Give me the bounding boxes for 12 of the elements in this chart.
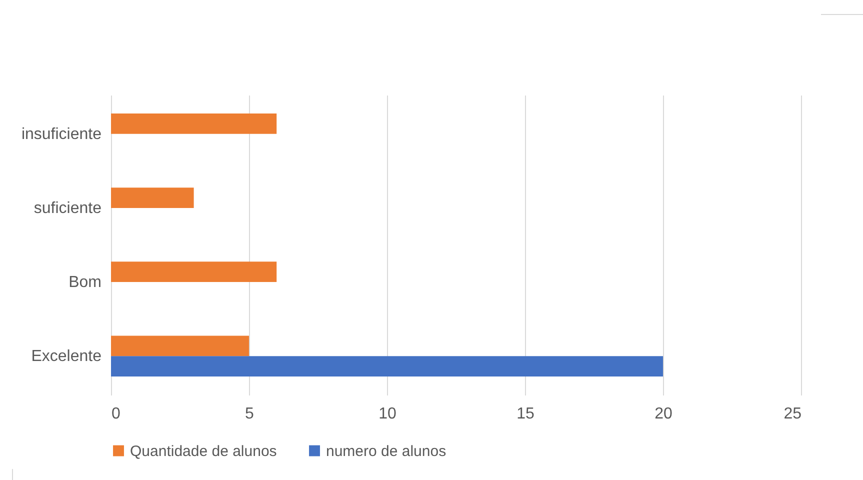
x-tick-label: 25 [784,406,802,422]
y-tick-label: Excelente [31,348,102,366]
legend-label: numero de alunos [326,442,446,460]
x-tick-label: 0 [112,406,120,422]
y-tick-label: suficiente [34,200,102,217]
y-tick-label: Bom [68,274,102,292]
x-tick-label: 10 [378,406,396,422]
x-tick-label: 20 [654,406,672,422]
x-tick-label: 15 [516,406,534,422]
legend-label: Quantidade de alunos [130,442,277,460]
y-tick-label: insuficiente [21,126,102,143]
x-tick-label: 5 [245,406,254,422]
